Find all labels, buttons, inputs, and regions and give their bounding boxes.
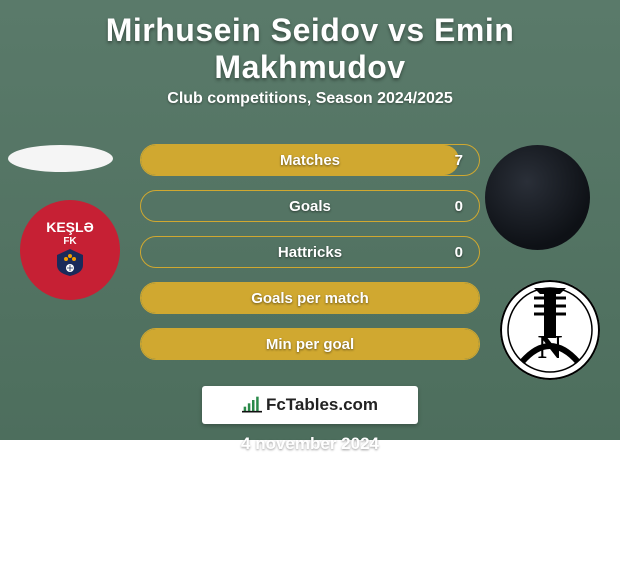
- branding-badge[interactable]: FcTables.com: [202, 386, 418, 424]
- club-right-glyph: N: [538, 329, 563, 366]
- bar-chart-icon: [242, 396, 262, 414]
- stat-row: Goals 0: [140, 190, 480, 222]
- player-right-avatar: [485, 145, 590, 250]
- main-area: KEŞLƏ FK N: [0, 120, 620, 380]
- player-left-avatar: [8, 145, 113, 172]
- club-left-name: KEŞLƏ: [46, 220, 94, 235]
- stat-label: Goals: [289, 198, 331, 215]
- stat-label: Goals per match: [251, 290, 369, 307]
- page-title: Mirhusein Seidov vs Emin Makhmudov: [0, 0, 620, 90]
- stat-label: Min per goal: [266, 336, 354, 353]
- stat-row: Hattricks 0: [140, 236, 480, 268]
- stat-label: Matches: [280, 152, 340, 169]
- comparison-card: Mirhusein Seidov vs Emin Makhmudov Club …: [0, 0, 620, 440]
- club-left-label: KEŞLƏ FK: [46, 220, 94, 280]
- date-text: 4 november 2024: [0, 434, 620, 454]
- stat-value: 7: [455, 152, 463, 169]
- club-right-crest-icon: N: [500, 280, 600, 380]
- branding-text: FcTables.com: [266, 395, 378, 415]
- stat-value: 0: [455, 244, 463, 261]
- club-left-sub: FK: [46, 236, 94, 247]
- stat-label: Hattricks: [278, 244, 342, 261]
- stat-row: Min per goal: [140, 328, 480, 360]
- stat-row: Matches 7: [140, 144, 480, 176]
- stats-list: Matches 7 Goals 0 Hattricks 0 Goals per match M…: [140, 144, 480, 360]
- stat-value: 0: [455, 198, 463, 215]
- club-right-badge: N: [500, 280, 600, 380]
- stat-row: Goals per match: [140, 282, 480, 314]
- subtitle: Club competitions, Season 2024/2025: [0, 90, 620, 120]
- club-left-crest-icon: [53, 247, 87, 277]
- club-left-badge: KEŞLƏ FK: [20, 200, 120, 300]
